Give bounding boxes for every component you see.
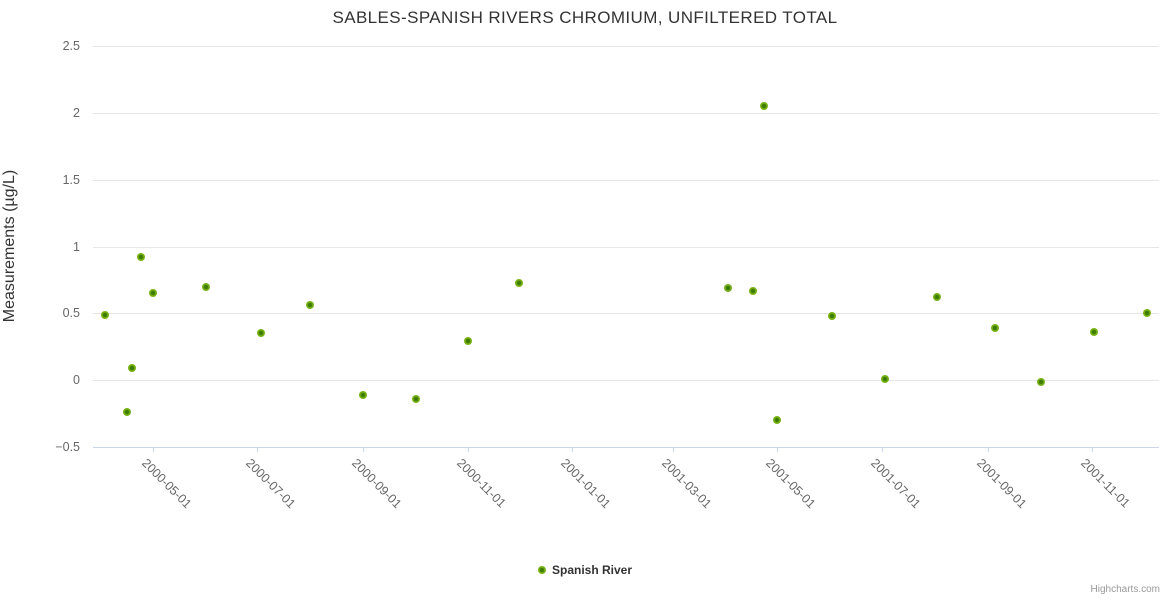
y-axis-tick-label: −0.5 [55, 440, 80, 454]
y-gridline [93, 380, 1159, 382]
x-axis-tick-label: 2001-11-01 [1078, 456, 1133, 511]
y-axis-tick-label: 1 [73, 239, 80, 254]
x-axis-tick-label: 2001-03-01 [659, 456, 715, 512]
x-axis-tick-label: 2001-09-01 [973, 456, 1030, 512]
data-point[interactable] [148, 289, 157, 298]
data-point[interactable] [749, 286, 758, 295]
x-axis-tick [987, 447, 989, 452]
data-point[interactable] [256, 329, 265, 338]
data-point[interactable] [828, 312, 837, 320]
y-gridline [93, 112, 1159, 114]
data-point[interactable] [412, 394, 421, 403]
y-gridline [93, 246, 1159, 248]
y-gridline [93, 313, 1159, 315]
y-axis-tick-label: 2 [73, 105, 80, 120]
data-point[interactable] [1143, 309, 1152, 318]
data-point[interactable] [136, 253, 145, 262]
y-gridline [93, 179, 1159, 181]
data-point[interactable] [515, 278, 524, 287]
x-axis-tick [467, 447, 469, 452]
y-axis-tick-label: 1.5 [62, 172, 80, 187]
data-point[interactable] [463, 337, 472, 346]
x-axis-tick [777, 447, 779, 452]
x-axis-tick [1092, 447, 1094, 452]
data-point[interactable] [759, 102, 768, 111]
x-axis-tick [572, 447, 574, 452]
chart-title: SABLES-SPANISH RIVERS CHROMIUM, UNFILTER… [332, 8, 838, 27]
data-point[interactable] [1036, 377, 1045, 386]
data-point[interactable] [723, 283, 732, 292]
x-axis-tick-label: 2001-05-01 [763, 456, 819, 512]
x-axis-tick-label: 2000-09-01 [349, 456, 405, 512]
y-axis-tick-label: 0 [73, 373, 80, 388]
legend-item-spanish-river[interactable]: Spanish River [537, 563, 633, 577]
data-point[interactable] [306, 301, 315, 310]
x-axis-tick-label: 2000-05-01 [138, 456, 195, 512]
x-axis-tick [257, 447, 259, 452]
x-axis-tick [152, 447, 154, 452]
x-axis-tick [363, 447, 365, 452]
x-axis-tick [881, 447, 883, 452]
y-gridline [93, 46, 1159, 47]
data-point[interactable] [100, 310, 109, 319]
data-point[interactable] [123, 408, 132, 417]
data-point[interactable] [773, 416, 782, 425]
x-axis-tick-label: 2000-07-01 [243, 456, 299, 512]
data-point[interactable] [881, 374, 890, 383]
data-point[interactable] [201, 282, 210, 291]
data-point[interactable] [128, 364, 137, 373]
data-point[interactable] [990, 324, 999, 333]
data-point[interactable] [1089, 328, 1098, 337]
legend-item-label: Spanish River [551, 563, 633, 577]
y-axis-tick-label: 0.5 [62, 306, 80, 321]
plot-area [93, 46, 1159, 448]
highcharts-credits-link[interactable]: Highcharts.com [1090, 584, 1160, 595]
x-axis-tick [673, 447, 675, 452]
data-point[interactable] [359, 390, 368, 399]
x-axis-tick-label: 2000-11-01 [453, 456, 509, 511]
y-axis-tick-label: 2.5 [62, 39, 80, 53]
x-axis-tick-label: 2001-01-01 [558, 456, 614, 512]
legend-marker-icon [537, 566, 546, 574]
x-axis-tick-label: 2001-07-01 [867, 456, 924, 512]
data-point[interactable] [932, 293, 941, 302]
